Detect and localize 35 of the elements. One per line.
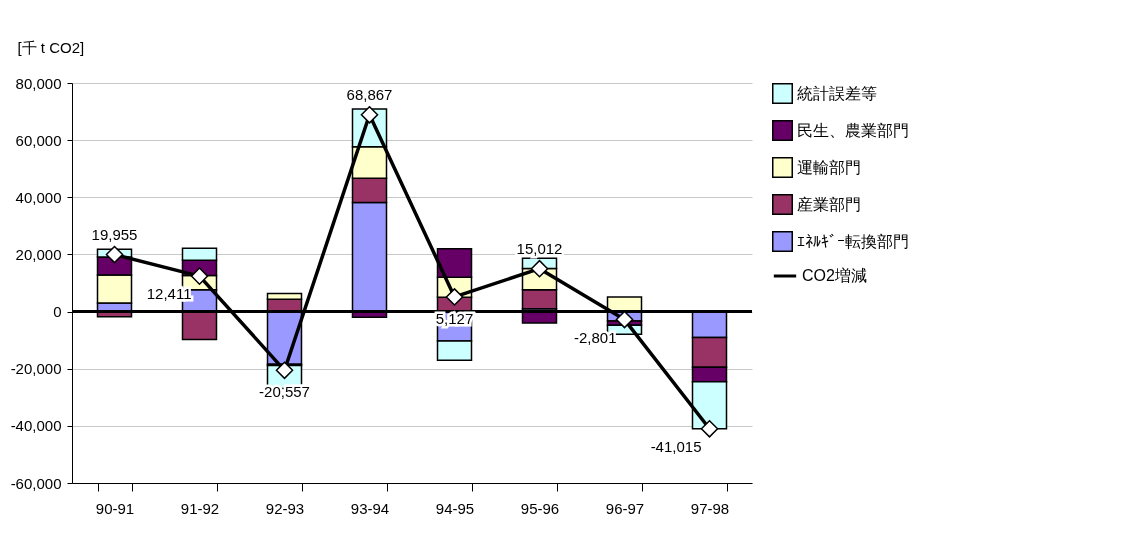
x-tick-label: 92-93 [265, 499, 305, 517]
data-label: -41,015 [650, 437, 702, 455]
y-tick-label: 0 [53, 303, 62, 321]
x-tick-label: 93-94 [350, 499, 390, 517]
y-tick-label: 60,000 [15, 131, 62, 149]
point [360, 106, 379, 124]
x-tick-label: 90-91 [95, 499, 135, 517]
data-label: 68,867 [346, 85, 393, 103]
legend-label: CO2増減 [802, 267, 867, 284]
y-tick-label: 80,000 [15, 74, 62, 92]
y-tick-label: -40,000 [10, 417, 62, 435]
x-tick-label: 97-98 [690, 499, 730, 517]
data-label: -2,801 [573, 328, 617, 346]
y-tick-label: 20,000 [15, 245, 62, 263]
legend-label: 統計誤差等 [797, 84, 877, 102]
x-tick-label: 91-92 [180, 499, 220, 517]
x-tick-label: 96-97 [605, 499, 645, 517]
x-tick-label: 94-95 [435, 499, 475, 517]
legend-label: ｴﾈﾙｷﾞｰ転換部門 [797, 232, 909, 250]
legend-label: 産業部門 [797, 195, 861, 213]
point [615, 310, 634, 329]
data-label: 15,012 [516, 239, 563, 257]
legend-label: 運輸部門 [797, 158, 861, 176]
point [190, 267, 209, 285]
y-tick-label: -60,000 [10, 474, 62, 492]
y-tick-label: 40,000 [15, 188, 62, 206]
point [700, 419, 719, 438]
y-tick-label: -20,000 [10, 360, 62, 378]
point [445, 288, 464, 306]
x-tick-label: 95-96 [520, 499, 560, 517]
data-label: 19,955 [91, 225, 138, 243]
point [530, 259, 549, 278]
legend-label: 民生、農業部門 [797, 121, 909, 139]
y-axis-title: [千 t CO2] [17, 38, 85, 56]
point [105, 245, 124, 264]
